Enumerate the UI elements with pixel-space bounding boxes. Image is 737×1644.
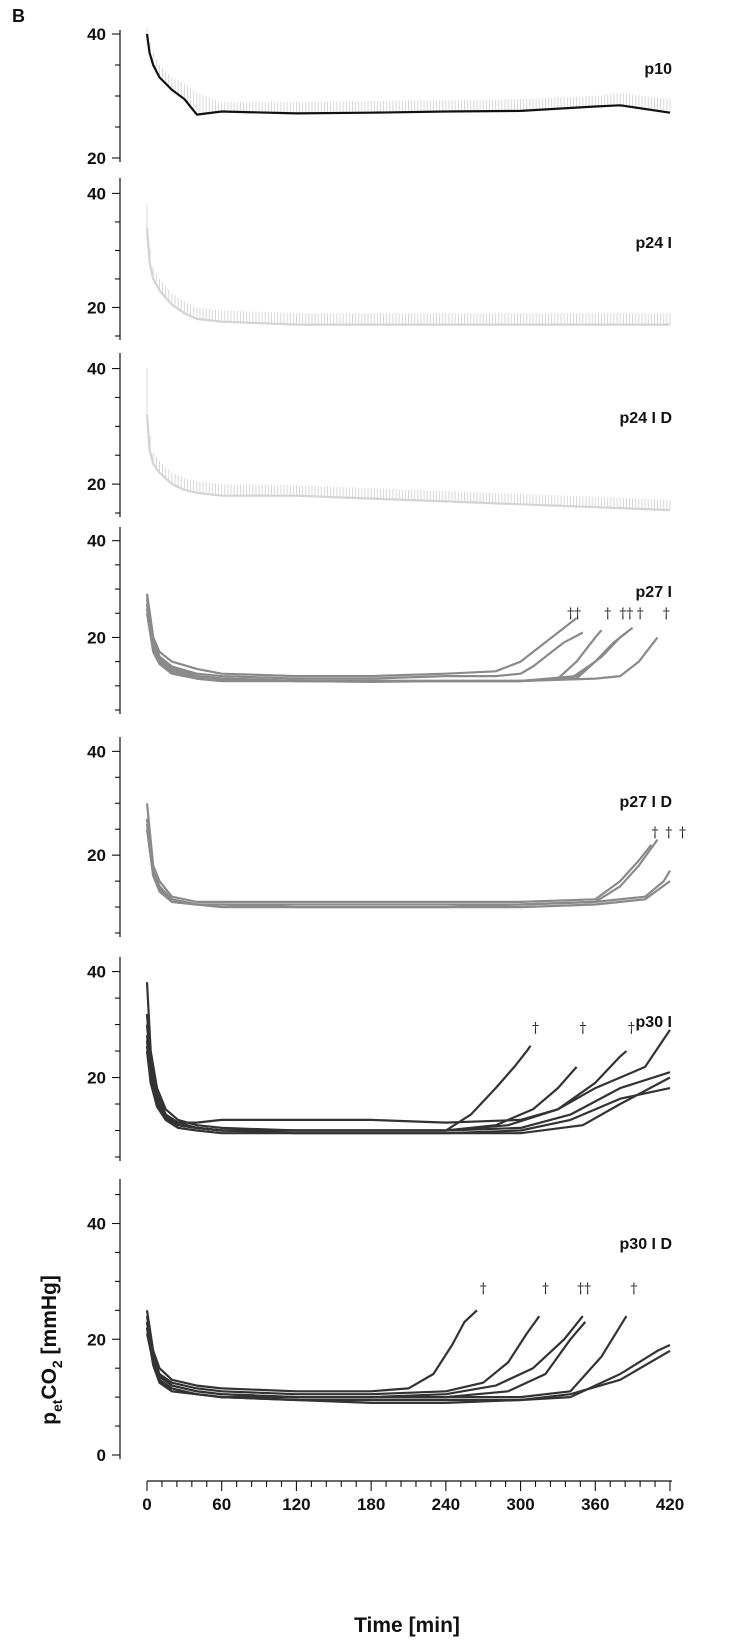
dagger-mark: †† [577,1281,591,1297]
series-line [145,593,578,678]
series-line [145,608,603,683]
panel-label: p10 [644,61,672,78]
dagger-mark: † [628,1021,635,1037]
x-tick-label: 60 [212,1495,231,1514]
series-line [145,1029,671,1124]
dagger-mark: † [665,825,672,841]
x-tick-label: 120 [282,1495,310,1514]
dagger-mark: † [480,1281,487,1297]
dagger-mark: †† [619,606,633,622]
dagger-mark: † [663,606,670,622]
series-line [145,823,671,909]
y-tick-label: 20 [87,628,106,647]
y-axis-title-tail: [mmHg] [38,1275,61,1360]
x-tick-label: 300 [506,1495,534,1514]
figure-letter: B [12,6,25,26]
y-tick-label: 40 [87,25,106,44]
series-line [145,1321,587,1399]
chart-panel: 20 40 † † † p27 I D [87,737,686,937]
y-tick-label: 20 [87,298,106,317]
y-axis-title-sub: et [49,1399,65,1412]
y-tick-label: 40 [87,1215,106,1234]
dagger-mark: † [604,606,611,622]
x-tick-label: 360 [581,1495,609,1514]
panel-label: p27 I [636,584,672,601]
series-line [145,1013,578,1132]
y-axis-title: petCO2 [mmHg] [38,1275,65,1425]
chart-panel: 20 40 p24 I D [87,353,672,517]
series-line [145,33,671,116]
dagger-mark: † [652,825,659,841]
y-tick-label: 40 [87,532,106,551]
y-tick-label: 20 [87,846,106,865]
series-line [145,603,584,680]
y-tick-label: 40 [87,742,106,761]
chart-panel: 20 40 p24 I [87,178,672,340]
series-line [145,1050,671,1135]
series-line [145,1315,584,1399]
panel-label: p24 I D [620,410,672,427]
series-line [145,803,653,903]
series-line [145,1309,478,1393]
series-line [145,1024,628,1132]
panel-label: p30 I D [620,1236,672,1253]
x-tick-label: 240 [432,1495,460,1514]
y-axis-title-mid: CO [38,1368,61,1400]
series-line [145,1315,541,1396]
y-tick-label: 40 [87,360,106,379]
y-axis-title-sub2: 2 [49,1360,65,1368]
series-line [145,1315,628,1399]
chart-panel: 20 40 p10 [87,25,672,168]
series-line [145,829,671,909]
series-line [145,603,634,683]
dagger-mark: †† [567,606,581,622]
series-line [145,1035,671,1132]
x-tick-label: 420 [656,1495,684,1514]
series-line [145,414,671,512]
series-line [145,598,628,683]
panel-label: p24 I [636,235,672,252]
dagger-mark: † [579,1021,586,1037]
dagger-mark: † [630,1281,637,1297]
series-line [145,818,659,906]
series-line [145,613,615,683]
x-axis: 0 60 120 180 240 300 360 420 [142,1480,684,1514]
y-tick-label: 0 [97,1446,106,1465]
y-tick-label: 20 [87,475,106,494]
y-tick-label: 20 [87,1069,106,1088]
y-axis-title-main: p [38,1412,61,1425]
dagger-mark: † [679,825,686,841]
x-tick-label: 180 [357,1495,385,1514]
x-axis-title: Time [min] [354,1614,460,1637]
series-line [145,982,532,1132]
y-tick-label: 40 [87,963,106,982]
y-tick-label: 20 [87,149,106,168]
panel-label: p30 I [636,1014,672,1031]
series-line [145,1327,671,1404]
panel-label: p27 I D [620,794,672,811]
series-line [145,1321,671,1402]
dagger-mark: † [532,1021,539,1037]
series-line [145,593,659,683]
dagger-mark: † [637,606,644,622]
x-tick-label: 0 [142,1495,151,1514]
dagger-mark: † [542,1281,549,1297]
y-tick-label: 20 [87,1330,106,1349]
y-tick-label: 40 [87,184,106,203]
series-line [145,227,670,326]
